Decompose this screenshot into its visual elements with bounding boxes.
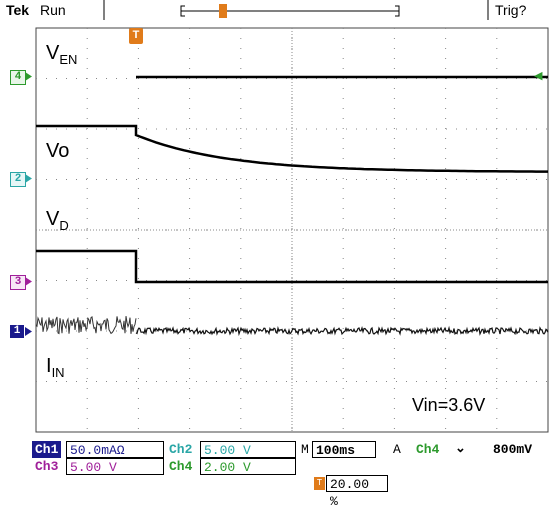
ch2-scale[interactable]: 5.00 V xyxy=(200,441,296,458)
ch2-level-marker[interactable]: 2 xyxy=(10,172,26,187)
ch4-level-marker[interactable]: 4 xyxy=(10,70,26,85)
ch3-scale[interactable]: 5.00 V xyxy=(66,458,164,475)
ch1-pointer xyxy=(25,327,32,336)
trigger-position-icon: T xyxy=(314,477,325,490)
trigger-slope-icon[interactable]: ⌄ xyxy=(455,441,466,456)
ch4-scale[interactable]: 2.00 V xyxy=(200,458,296,475)
ch2-label[interactable]: Ch2 xyxy=(169,442,193,457)
trigger-status: Trig? xyxy=(495,2,527,18)
trace-vo xyxy=(36,124,548,173)
ch3-level-marker[interactable]: 3 xyxy=(10,275,26,290)
trigger-mode: A xyxy=(393,442,401,457)
trigger-level-arrow-icon: ◀ xyxy=(534,70,543,82)
ch1-level-marker[interactable]: 1 xyxy=(10,325,24,338)
graticule xyxy=(35,27,549,433)
traces xyxy=(25,72,549,337)
ch4-label[interactable]: Ch4 xyxy=(169,459,193,474)
trigger-position-marker: T xyxy=(129,28,143,44)
record-trigger-marker xyxy=(219,4,227,18)
record-bracket xyxy=(103,0,489,20)
signal-label-ven: VEN xyxy=(46,42,78,67)
ch1-scale[interactable]: 50.0mAΩ xyxy=(66,441,164,458)
trace-vd xyxy=(36,249,548,284)
signal-label-vo: Vo xyxy=(46,140,70,162)
status-bar: Ch1 50.0mAΩ Ch2 5.00 V M 100ms A Ch4 ⌄ 8… xyxy=(0,437,551,509)
ch4-pointer xyxy=(25,72,32,81)
trace-iin-noise xyxy=(35,316,137,335)
timebase-prefix: M xyxy=(301,442,309,457)
trigger-level[interactable]: 800mV xyxy=(493,442,533,457)
ch3-pointer xyxy=(25,277,32,286)
signal-label-iin: IIN xyxy=(46,355,65,380)
oscilloscope-screen xyxy=(25,0,549,433)
ch3-label[interactable]: Ch3 xyxy=(35,459,59,474)
trigger-position[interactable]: 20.00 % xyxy=(326,475,388,509)
vin-annotation: Vin=3.6V xyxy=(412,395,486,415)
brand-label: Tek xyxy=(6,2,30,18)
ch2-pointer xyxy=(25,174,32,183)
timebase-value[interactable]: 100ms xyxy=(312,441,376,458)
signal-label-vd: VD xyxy=(46,208,69,233)
trigger-source[interactable]: Ch4 xyxy=(416,442,440,457)
ch1-label[interactable]: Ch1 xyxy=(32,441,62,458)
acquisition-state: Run xyxy=(40,2,66,18)
trace-iin xyxy=(135,325,549,337)
